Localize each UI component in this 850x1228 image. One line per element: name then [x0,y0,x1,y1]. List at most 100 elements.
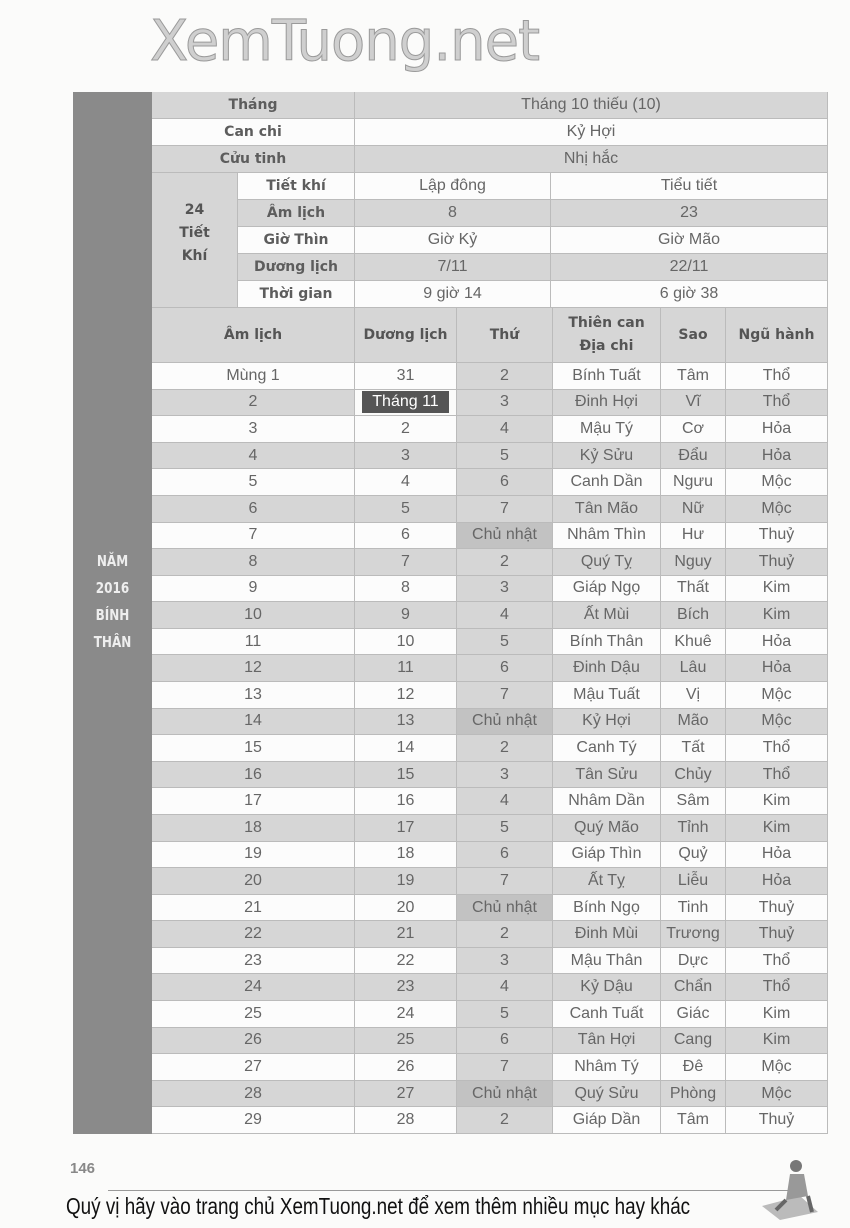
table-cell: 19 [355,868,457,895]
table-cell: 3 [457,575,553,603]
table-cell: Kỷ Hợi [553,708,661,736]
table-cell: Cang [661,1027,726,1055]
table-cell: 18 [355,841,457,869]
table-cell: Hỏa [726,868,828,895]
side-label-line: THÂN [93,633,132,651]
thang-value: Tháng 10 thiếu (10) [355,92,828,119]
table-cell: 16 [152,761,355,789]
canchi-value: Kỷ Hợi [355,119,828,146]
table-cell: 7 [457,1054,553,1081]
table-cell: Dực [661,947,726,975]
table-cell: Đinh Dậu [553,655,661,683]
table-cell: Canh Dần [553,469,661,496]
table-cell: Hỏa [726,442,828,470]
table-cell: 7 [457,495,553,523]
column-header: Âm lịch [152,308,355,363]
table-cell: 19 [152,841,355,869]
table-cell: Quỷ [661,841,726,869]
table-cell: 29 [152,1107,355,1134]
tietkhi-value-b: 6 giờ 38 [551,281,828,308]
table-cell: 9 [152,575,355,603]
table-cell: 13 [152,682,355,709]
table-cell: Mậu Thân [553,947,661,975]
table-cell: Kim [726,1001,828,1028]
table-cell: 4 [457,788,553,815]
table-cell: 2 [457,1107,553,1134]
table-cell: Quý Sửu [553,1080,661,1108]
table-cell: 21 [152,894,355,922]
table-cell: Tân Hợi [553,1027,661,1055]
table-cell: Mộc [726,708,828,736]
table-cell: Canh Tý [553,735,661,762]
table-cell: Liễu [661,868,726,895]
table-cell: 28 [355,1107,457,1134]
table-cell: Sâm [661,788,726,815]
table-cell: Giáp Thìn [553,841,661,869]
table-cell: 3 [457,947,553,975]
table-cell: Hỏa [726,416,828,443]
table-cell: Chủ nhật [457,708,553,736]
table-cell: Hỏa [726,841,828,869]
watermark: XemTuong.net [149,9,540,74]
table-cell: 6 [457,1027,553,1055]
table-cell: 6 [457,469,553,496]
table-cell: Chẩn [661,974,726,1002]
table-cell: 28 [152,1080,355,1108]
tietkhi-value-a: Lập đông [355,173,551,200]
side-label-line: 2016 [95,579,130,597]
table-cell: Ất Tỵ [553,868,661,895]
table-cell: 14 [152,708,355,736]
table-cell: Đinh Mùi [553,921,661,948]
table-cell: 12 [355,682,457,709]
table-cell: Chủ nhật [457,1080,553,1108]
canchi-label: Can chi [152,119,355,146]
tietkhi-value-b: 22/11 [551,254,828,281]
column-header: Ngũ hành [726,308,828,363]
table-cell: Thổ [726,389,828,417]
table-cell: 15 [152,735,355,762]
tietkhi-group-text: 24 Tiết Khí [179,202,210,264]
table-cell: Kim [726,1027,828,1055]
tietkhi-value-a: 7/11 [355,254,551,281]
table-cell: Mộc [726,469,828,496]
column-header: Thứ [457,308,553,363]
table-cell: 2 [152,389,355,417]
table-cell: 2 [457,921,553,948]
table-cell: 2 [457,549,553,576]
table-cell: 27 [355,1080,457,1108]
table-cell: Tỉnh [661,814,726,842]
table-cell: 4 [457,974,553,1002]
table-cell: 17 [152,788,355,815]
table-cell: 2 [355,416,457,443]
table-cell: 4 [457,602,553,629]
table-cell: Tâm [661,363,726,390]
table-cell: 16 [355,788,457,815]
table-cell: 5 [152,469,355,496]
table-cell: Vị [661,682,726,709]
year-side-band [73,92,152,1134]
column-header: Dương lịch [355,308,457,363]
table-cell: Kỷ Sửu [553,442,661,470]
table-cell: 11 [152,628,355,656]
table-cell: Thổ [726,761,828,789]
table-cell: 18 [152,814,355,842]
table-cell: 3 [152,416,355,443]
table-cell: 5 [355,495,457,523]
table-cell: Lâu [661,655,726,683]
table-cell: Thuỷ [726,894,828,922]
table-cell: Mộc [726,1080,828,1108]
table-cell: Đẩu [661,442,726,470]
table-cell: 25 [152,1001,355,1028]
table-cell: Chủ nhật [457,894,553,922]
tietkhi-group-label: 24 Tiết Khí [152,173,238,308]
table-cell: Chủ nhật [457,522,553,550]
table-cell: Mộc [726,682,828,709]
table-cell: Ngưu [661,469,726,496]
table-cell: 11 [355,655,457,683]
table-cell: 6 [457,655,553,683]
table-cell: Thuỷ [726,921,828,948]
table-cell: 5 [457,814,553,842]
table-cell: 2 [457,735,553,762]
month-change-highlight: Tháng 11 [362,391,449,414]
